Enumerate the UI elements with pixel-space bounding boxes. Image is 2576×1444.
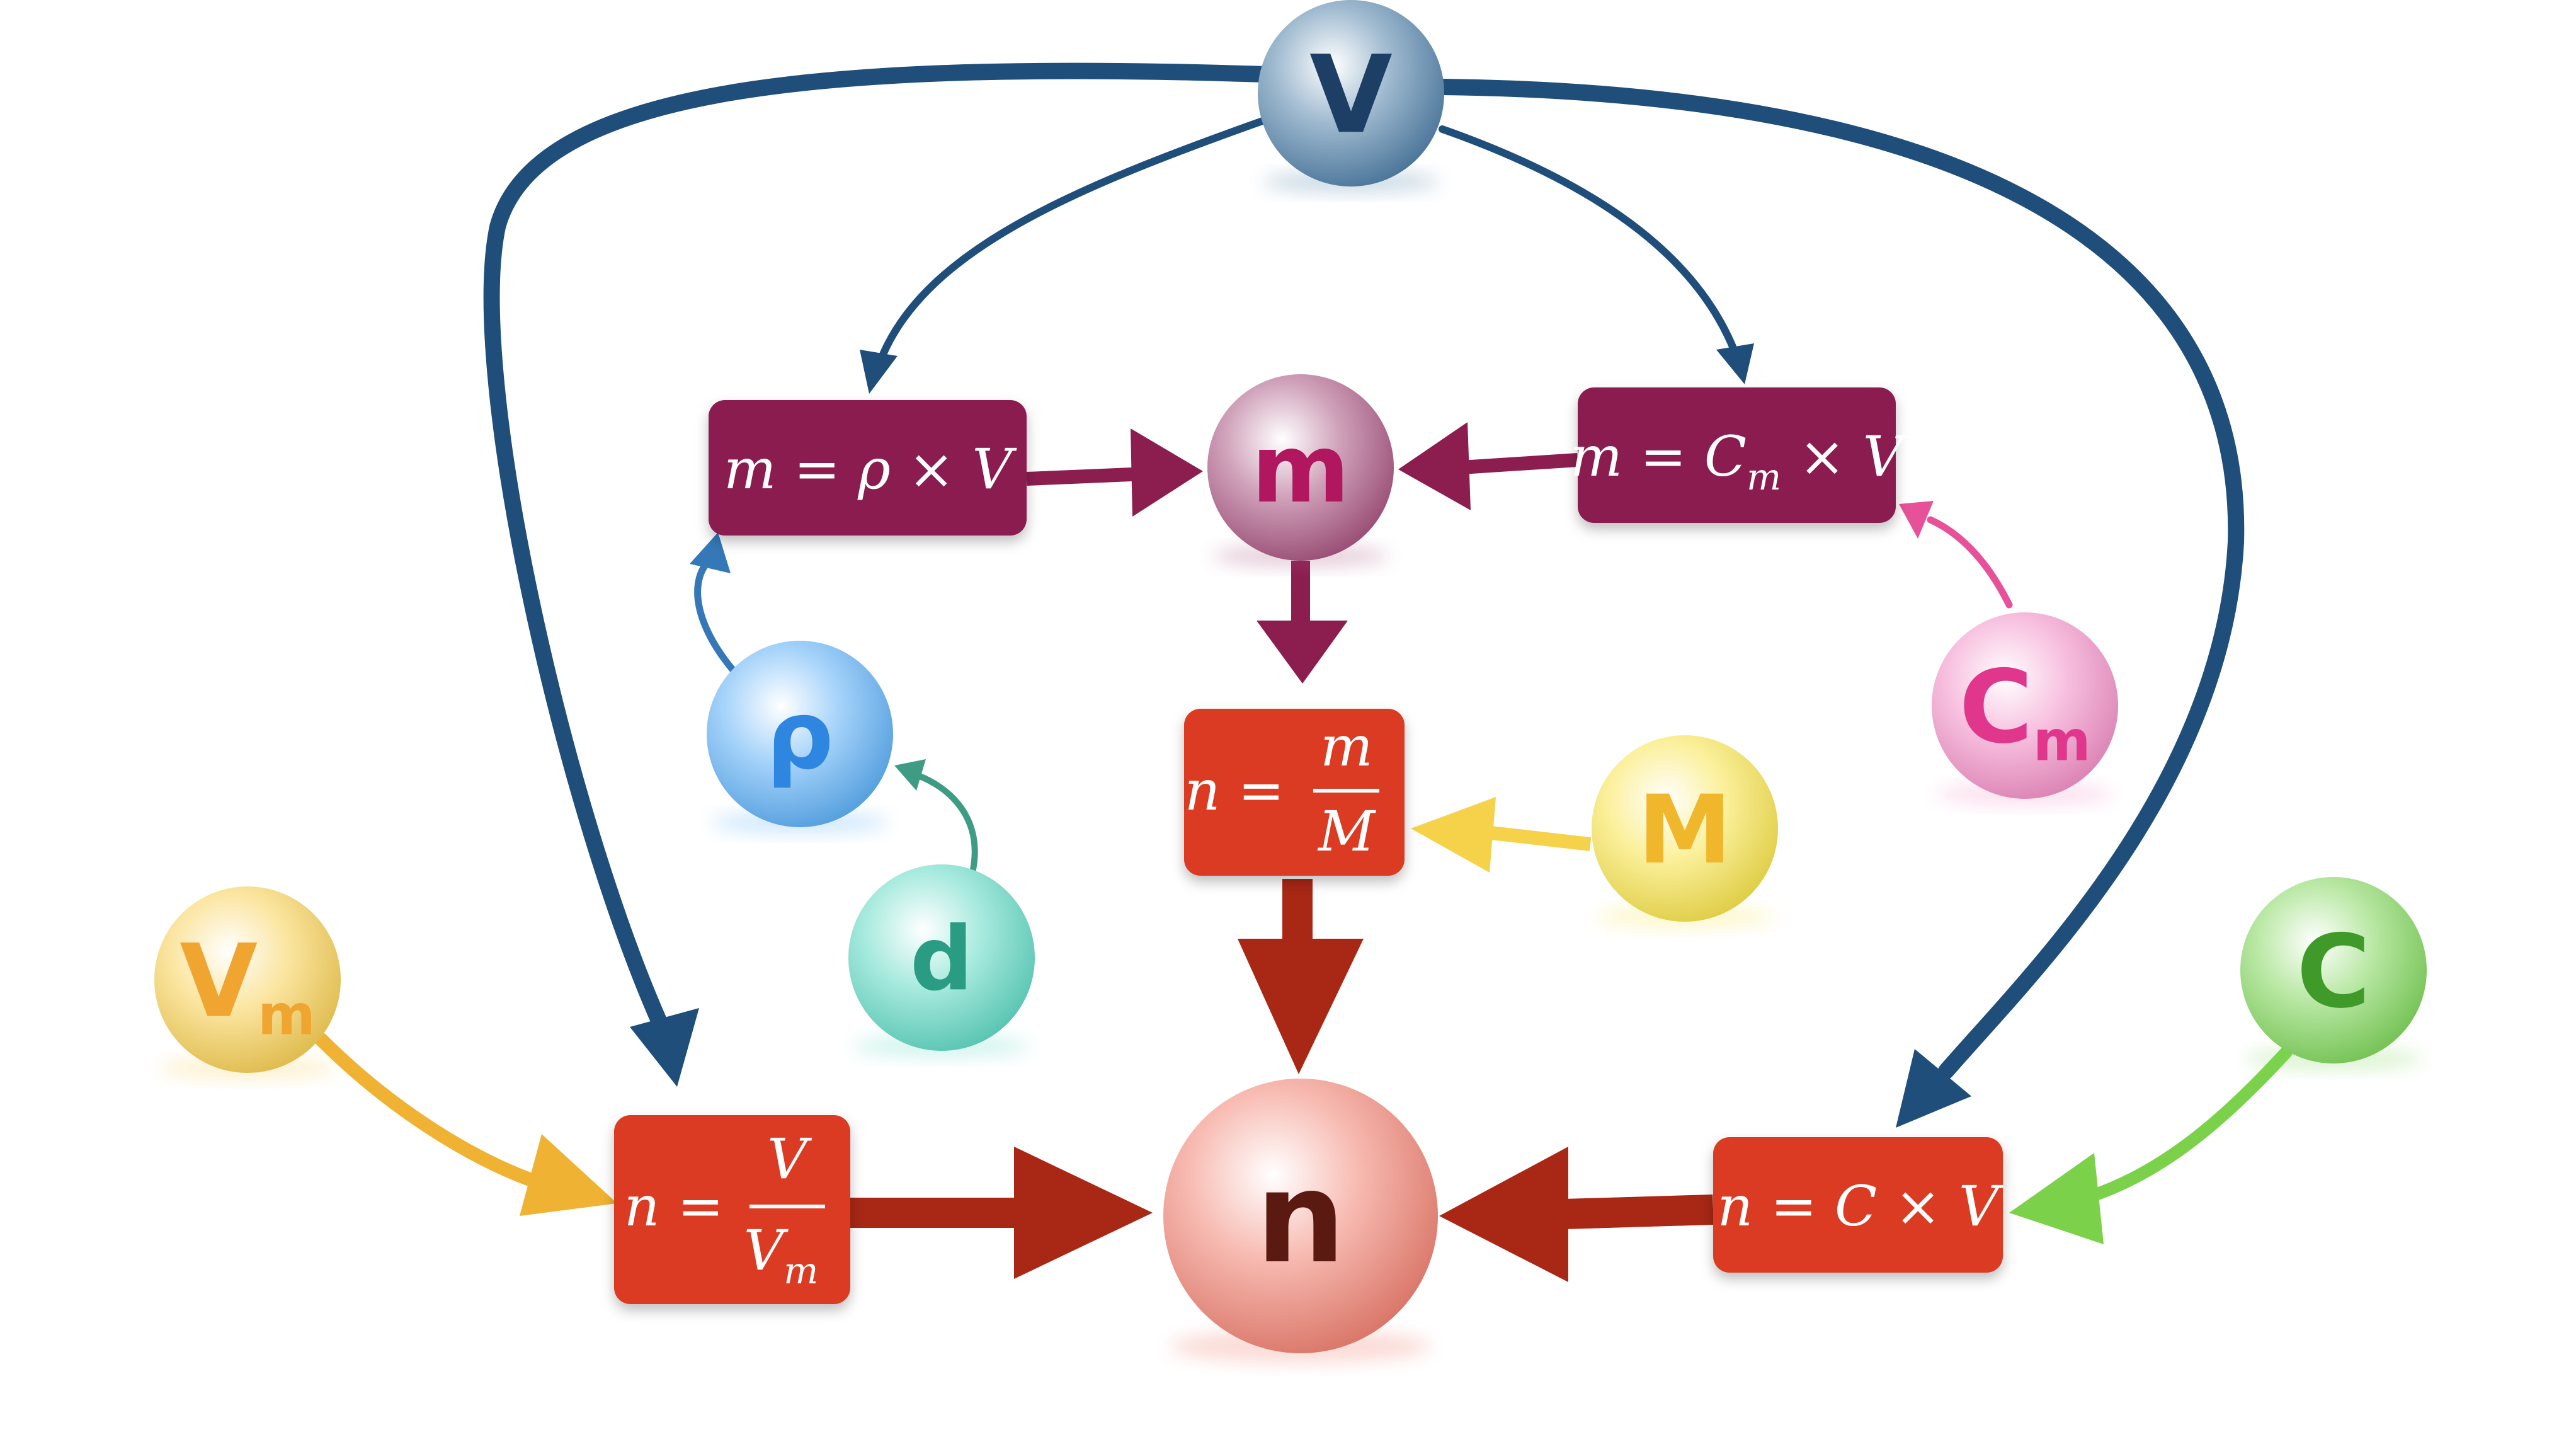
arrow-d-to-rho [894,759,978,873]
node-n: n [1163,1079,1438,1363]
arrow-Vm-to-n-V-Vm [314,1033,617,1216]
formula-n-V-Vm-numerator: V [767,1126,812,1191]
node-label: Cm [1959,648,2090,774]
formula-n-m-M: n = m M [1184,709,1405,876]
arrow-m-to-n-m-M [1257,561,1348,684]
formula-n-C-V: n = C × V [1713,1137,2004,1273]
node-label: ρ [766,681,833,791]
arrow-rho-to-m-rho-V [690,532,738,675]
formula-m-rho-V: m = ρ × V [709,400,1027,536]
formula-n-V-Vm-denominator: Vm [744,1218,819,1292]
formula-m-rho-V-text: m = ρ × V [724,437,1018,501]
node-ball [1163,1079,1438,1353]
node-ball [1207,374,1394,561]
node-label: n [1256,1145,1345,1292]
formula-m-Cm-V: m = Cm × V [1570,387,1908,523]
arrow-m-Cm-V-to-m [1398,422,1578,510]
formula-n-V-Vm: n = V Vm [614,1115,850,1304]
node-vm: Vm [154,886,341,1080]
arrow-C-to-n-C-V [2009,1046,2293,1244]
formula-n-V-Vm-lhs: n = [624,1174,724,1239]
node-ball [1932,612,2118,799]
formula-n-m-M-denominator: M [1317,799,1376,864]
arrow-M-to-n-m-M [1411,797,1592,873]
node-label: Vm [180,922,316,1048]
node-c: C [2240,877,2427,1070]
node-ball [707,641,893,827]
node-ball [1592,735,1778,922]
node-v: V [1258,0,1444,193]
arrow-n-m-M-to-n [1238,879,1364,1074]
node-ball [848,864,1035,1051]
arrow-n-V-Vm-to-n [850,1147,1153,1279]
node-cm: Cm [1932,612,2118,806]
node-label: V [1309,33,1393,158]
node-m: m [1207,374,1394,568]
arrow-V-to-n-V-Vm [483,62,1274,1087]
formula-n-m-M-lhs: n = [1185,758,1284,823]
quantity-nodes-layer: Vm ρ d M Cm Vm Cn [154,0,2427,1363]
formula-n-m-M-numerator: m [1320,714,1372,779]
node-d: d [848,864,1035,1058]
arrow-V-to-n-C-V [1434,79,2245,1128]
formula-boxes-layer: m = ρ × V m = Cm × V n = m M n = V Vm n … [614,387,2004,1304]
node-label: M [1638,776,1731,885]
node-label: C [2296,913,2370,1031]
node-ball [1258,0,1444,186]
node-rho: ρ [707,641,893,834]
arrow-V-to-m-rho-V [860,116,1270,394]
formula-m-Cm-V-text: m = Cm × V [1570,424,1908,498]
formula-n-C-V-text: n = C × V [1718,1174,2004,1239]
arrows-layer [314,62,2293,1282]
node-m: M [1592,735,1778,929]
node-ball [154,886,341,1073]
arrow-V-to-m-Cm-V [1439,125,1754,384]
arrow-m-rho-V-to-m [1026,428,1203,517]
node-label: m [1251,415,1350,524]
arrow-Cm-to-m-Cm-V [1899,501,2013,609]
arrow-n-C-V-to-n [1439,1147,1714,1282]
node-label: d [910,908,973,1011]
node-ball [2240,877,2427,1063]
